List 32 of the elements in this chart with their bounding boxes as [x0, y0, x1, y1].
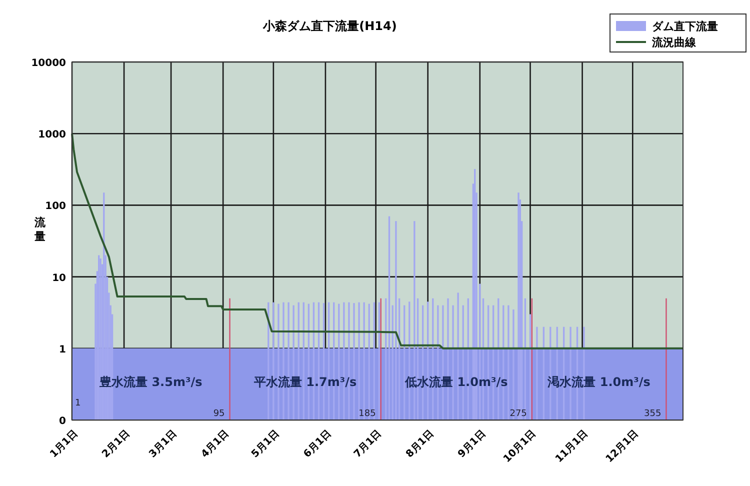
legend-label: 流況曲線 — [651, 36, 697, 49]
ref-line-label: 95 — [213, 409, 225, 419]
x-tick-label: 10月1日 — [502, 428, 538, 466]
line-series — [71, 132, 684, 350]
y-axis-title: 流量 — [34, 216, 46, 243]
x-tick-label: 5月1日 — [250, 428, 282, 460]
x-tick-label: 6月1日 — [302, 428, 334, 460]
annotation: 1 — [75, 398, 81, 408]
x-tick-label: 7月1日 — [352, 428, 384, 460]
x-tick-label: 9月1日 — [456, 428, 488, 460]
x-tick-label: 3月1日 — [147, 428, 180, 460]
x-tick-label: 8月1日 — [404, 428, 436, 460]
legend-label: ダム直下流量 — [652, 20, 718, 33]
y-tick-label: 0 — [59, 416, 66, 427]
annotation: 豊水流量 3.5m³/s — [98, 375, 202, 390]
annotation: 低水流量 1.0m³/s — [404, 375, 508, 390]
y-tick-label: 10000 — [31, 58, 66, 69]
x-tick-label: 11月1日 — [554, 428, 590, 466]
ref-line-label: 185 — [358, 409, 376, 419]
ref-line-label: 275 — [510, 409, 527, 419]
x-tick-label: 4月1日 — [199, 428, 232, 460]
y-tick-label: 1 — [59, 344, 66, 356]
x-tick-label: 12月1日 — [604, 428, 641, 466]
chart-title: 小森ダム直下流量(H14) — [262, 19, 397, 33]
x-tick-label: 2月1日 — [100, 428, 132, 460]
annotation: 渇水流量 1.0m³/s — [546, 375, 650, 390]
y-tick-label: 100 — [45, 201, 66, 212]
y-tick-label: 1000 — [38, 130, 66, 141]
x-tick-label: 1月1日 — [48, 428, 80, 460]
ref-line-label: 355 — [644, 409, 662, 419]
annotation: 平水流量 1.7m³/s — [252, 375, 357, 390]
y-tick-label: 10 — [52, 272, 66, 284]
